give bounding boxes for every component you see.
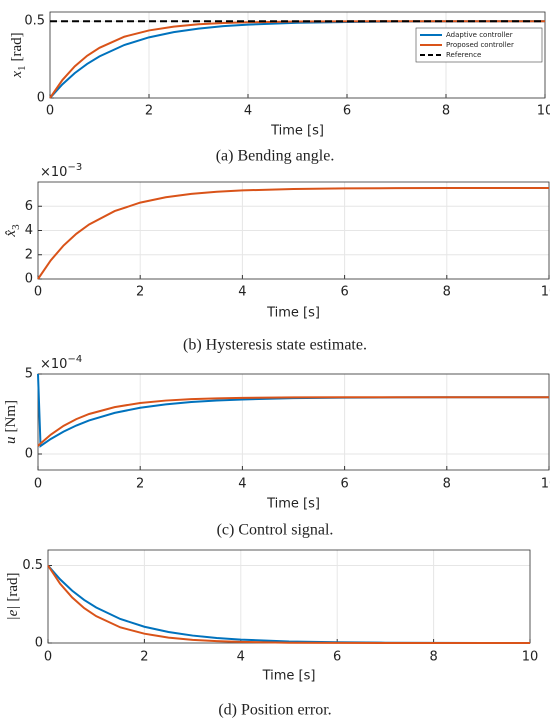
series-line [37,396,549,447]
x-tick-label: 6 [340,477,348,492]
legend-label: Proposed controller [446,41,514,49]
y-axis-label: x̂3 [3,224,21,238]
y-label-symbol: x [9,71,25,79]
x-tick-label: 2 [140,650,148,665]
x-axis-label: Time [s] [262,669,316,684]
y-label-unit: [rad] [5,572,21,601]
axes-box [49,11,546,99]
multiplier-exponent: −4 [67,354,82,365]
y-label-unit: [rad] [9,32,25,61]
x-tick-label: 2 [136,477,144,492]
y-tick-label: 0 [35,636,43,651]
axes-box [37,181,550,280]
y-tick-label: 6 [25,199,33,214]
axes-box [37,373,550,471]
x-tick-label: 8 [442,104,450,119]
axis-multiplier: ×10−3 [40,162,82,180]
plot-area [48,550,530,643]
y-tick-label: 0 [25,447,33,462]
x-tick-label: 4 [238,477,246,492]
x-tick-label: 6 [333,650,341,665]
y-tick-label: 4 [25,223,33,238]
x-tick-label: 6 [340,285,348,300]
x-tick-label: 0 [46,104,54,119]
series-line [47,564,530,644]
caption: (c) Control signal. [217,522,334,539]
y-tick-label: 2 [25,247,33,262]
axis-multiplier: ×10−4 [40,354,82,372]
x-tick-label: 2 [145,104,153,119]
x-tick-label: 0 [44,650,52,665]
legend-label: Adaptive controller [446,31,513,39]
caption: (b) Hysteresis state estimate. [183,337,367,354]
x-tick-label: 10 [522,650,539,665]
y-tick-label: 0 [25,272,33,287]
x-tick-label: 8 [443,285,451,300]
x-tick-label: 10 [537,104,550,119]
multiplier-exponent: −3 [67,162,82,173]
plot-area [38,374,549,470]
y-tick-label: 5 [25,367,33,382]
legend-label: Reference [446,51,481,59]
x-tick-label: 6 [343,104,351,119]
x-tick-label: 4 [238,285,246,300]
y-label-subscript: 1 [16,65,28,71]
multiplier-base: ×10 [40,165,67,180]
y-label-symbol: u [3,437,19,445]
caption: (d) Position error. [218,702,331,719]
y-label-symbol: x̂ [3,230,19,238]
y-axis-label: x1 [rad] [9,32,27,78]
y-tick-label: 0.5 [22,558,43,573]
y-axis-label: |e| [rad] [5,572,21,620]
x-axis-label: Time [s] [266,306,320,321]
x-tick-label: 2 [136,285,144,300]
x-tick-label: 4 [237,650,245,665]
x-tick-label: 0 [34,285,42,300]
y-label-symbol: |e| [5,606,21,621]
x-axis-label: Time [s] [266,497,320,512]
x-tick-label: 10 [541,285,550,300]
y-tick-label: 0.5 [24,14,45,29]
y-axis-label: u [Nm] [3,400,19,444]
x-tick-label: 8 [443,477,451,492]
x-axis-label: Time [s] [270,124,324,139]
x-tick-label: 0 [34,477,42,492]
x-tick-label: 10 [541,477,550,492]
x-tick-label: 8 [429,650,437,665]
series-line [37,187,549,280]
caption: (a) Bending angle. [216,148,335,165]
y-label-subscript: 3 [10,224,22,230]
y-tick-label: 0 [37,91,45,106]
multiplier-base: ×10 [40,357,67,372]
x-tick-label: 4 [244,104,252,119]
y-label-unit: [Nm] [3,400,19,433]
